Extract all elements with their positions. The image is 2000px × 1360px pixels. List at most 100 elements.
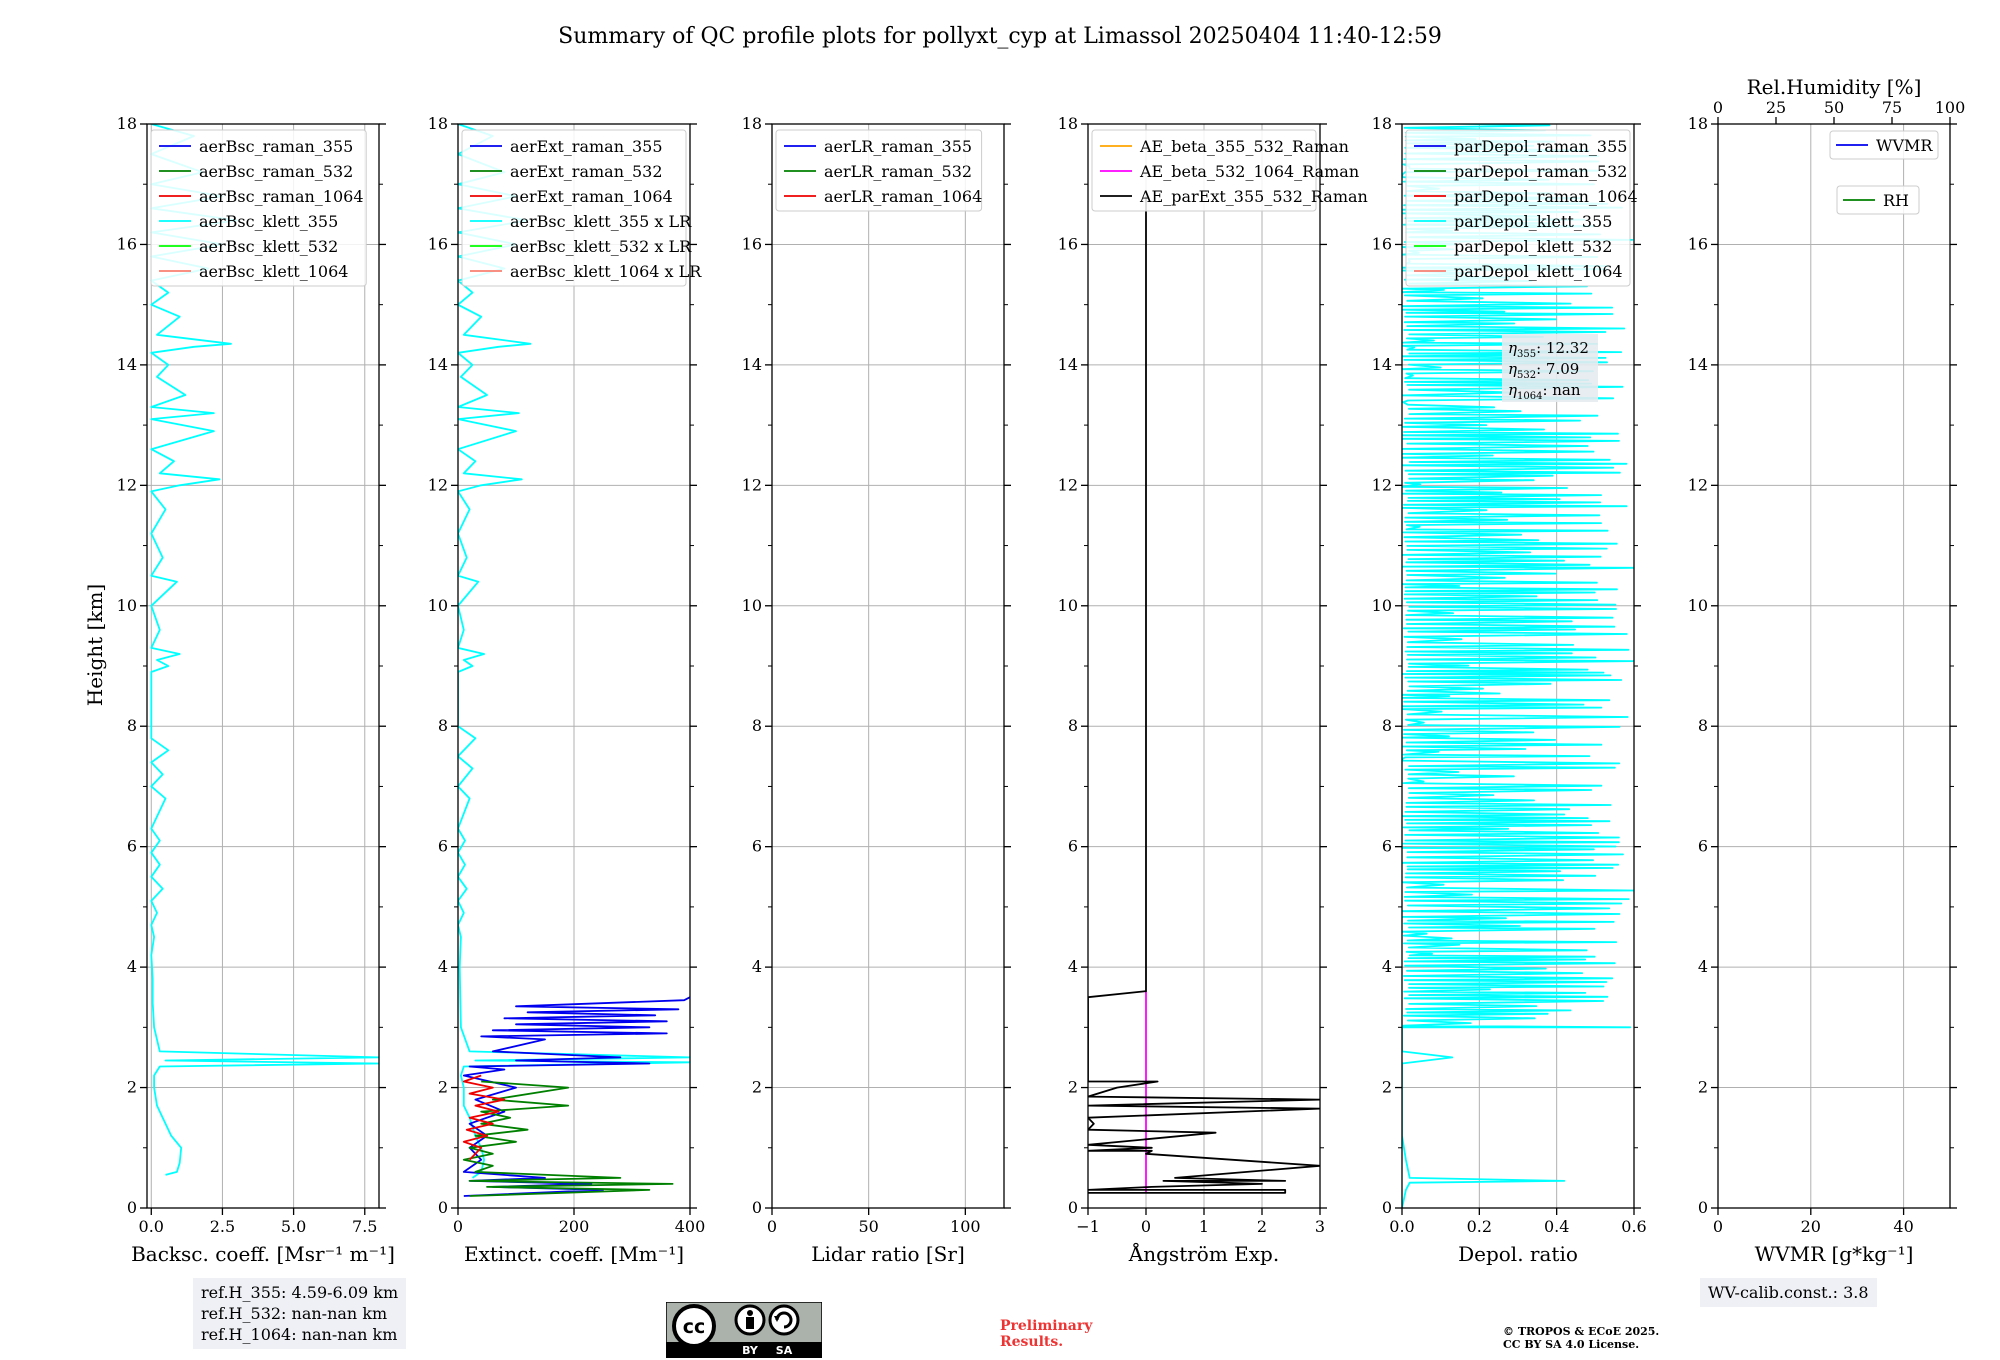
grid-wv [1717,123,1950,1209]
legend-label: RH [1883,191,1909,210]
axes-frame [146,123,380,1209]
x-tick-label: 40 [1893,1217,1913,1236]
legend-label: parDepol_raman_532 [1454,162,1627,181]
y-tick-label: 8 [1698,716,1708,735]
top-axis-label: Rel.Humidity [%] [1747,75,1922,99]
legend-label: aerBsc_klett_532 x LR [510,237,692,256]
legend-label: AE_beta_532_1064_Raman [1139,162,1359,181]
x-tick-label: −1 [1076,1217,1100,1236]
legend-label: aerLR_raman_1064 [824,187,982,206]
legend-box [775,129,983,212]
y-tick-label: 18 [1058,114,1078,133]
legend-depol: parDepol_raman_355 parDepol_raman_532 parD… [1405,129,1638,287]
y-tick-label: 6 [438,837,448,856]
y-tick-label: 0 [1068,1198,1078,1217]
axes-frame [771,123,1005,1209]
legend-bsc: aerBsc_raman_355 aerBsc_raman_532 aerBsc_r… [150,129,367,287]
y-tick-label: 18 [1688,114,1708,133]
y-tick-label: 12 [1372,475,1392,494]
legend-label: aerBsc_raman_532 [199,162,353,181]
series-bsc [150,124,379,1176]
y-tick-label: 18 [1372,114,1392,133]
legend-ae: AE_beta_355_532_Raman AE_beta_532_1064_Ra… [1091,129,1368,212]
y-tick-label: 18 [117,114,137,133]
grid-ae [1087,123,1321,1209]
eta-symbol: η [1508,360,1517,378]
legend-label: AE_beta_355_532_Raman [1139,137,1349,156]
x-tick-label: 5.0 [281,1217,306,1236]
series-line-aerExt_raman_1064 [462,1074,506,1161]
x-axis-label: Lidar ratio [Sr] [811,1242,965,1266]
eta-value: : nan [1542,381,1580,399]
legend-label: WVMR [1876,136,1933,155]
eta-symbol: η [1508,381,1517,399]
legend-label: aerBsc_klett_355 x LR [510,212,692,231]
y-tick-label: 10 [1688,596,1708,615]
legend-label: aerBsc_klett_355 [199,212,338,231]
eta-symbol: η [1508,339,1517,357]
ref-height-355: ref.H_355: 4.59-6.09 km [201,1283,399,1302]
x-tick-label: 7.5 [352,1217,377,1236]
cc-logo-text: cc [683,1316,706,1338]
reference-height-box: ref.H_355: 4.59-6.09 km ref.H_532: nan-n… [193,1278,407,1349]
copyright-line-1: © TROPOS & ECoE 2025. [1503,1325,1660,1338]
legend-label: aerLR_raman_532 [824,162,972,181]
x-tick-label: 2.5 [210,1217,235,1236]
y-tick-label: 14 [742,355,762,374]
y-tick-label: 16 [428,234,448,253]
y-tick-label: 10 [117,596,137,615]
legend-label: parDepol_raman_355 [1454,137,1627,156]
legend-label: aerBsc_raman_1064 [199,187,364,206]
wv-calibration-constant: WV-calib.const.: 3.8 [1708,1283,1869,1302]
legend-ext: aerExt_raman_355 aerExt_raman_532 aerExt_r… [461,129,702,287]
copyright-note: © TROPOS & ECoE 2025. CC BY SA 4.0 Licen… [1503,1325,1659,1351]
legend-label: aerBsc_klett_532 [199,237,338,256]
panel-bsc: 0 2 4 6 8 10 12 14 16 18 0.0 2.5 5.0 7.5 Backsc. coeff… [117,114,395,1266]
x-tick-label: 0.4 [1544,1217,1569,1236]
y-tick-label: 4 [127,957,137,976]
grid-bsc [147,123,379,1209]
eta-subscript: 532 [1517,370,1536,381]
eta-value: : 7.09 [1536,360,1579,378]
sa-icon [768,1304,800,1336]
series-ext [458,124,690,1197]
y-axis-label: Height [km] [83,584,107,706]
legend-label: parDepol_klett_355 [1454,212,1612,231]
y-tick-label: 0 [1698,1198,1708,1217]
y-tick-label: 14 [1688,355,1708,374]
top-tick-label: 0 [1713,98,1723,117]
legend-label: parDepol_klett_1064 [1454,262,1623,281]
legend-box [1405,129,1631,287]
y-tick-label: 6 [1698,837,1708,856]
y-tick-label: 18 [428,114,448,133]
x-tick-label: 0.2 [1467,1217,1492,1236]
y-tick-label: 10 [742,596,762,615]
y-tick-label: 8 [1068,716,1078,735]
y-tick-label: 2 [752,1078,762,1097]
y-tick-label: 0 [1382,1198,1392,1217]
y-tick-label: 12 [1058,475,1078,494]
y-tick-label: 4 [1698,957,1708,976]
panel-wv: 0 2 4 6 8 10 12 14 16 18 0 20 40 WVMR [g*kg⁻¹] 0 25 50 75… [1688,75,1966,1266]
y-tick-label: 0 [127,1198,137,1217]
y-tick-label: 8 [1382,716,1392,735]
top-tick-label: 50 [1824,98,1844,117]
x-tick-label: 0.0 [1389,1217,1414,1236]
sa-label: SA [776,1344,793,1357]
x-tick-label: 2 [1257,1217,1267,1236]
x-tick-label: 0.0 [139,1217,164,1236]
panel-lr: 0 2 4 6 8 10 12 14 16 18 0 50 100 Lidar ratio [Sr] aer… [742,114,1011,1266]
eta-line: η532: 7.09 [1508,360,1579,381]
y-tick-label: 12 [1688,475,1708,494]
panel-depol: 0 2 4 6 8 10 12 14 16 18 0.0 0.2 0.4 0.6 Depol. ratio p… [1372,114,1647,1266]
y-tick-label: 6 [752,837,762,856]
y-tick-label: 6 [1382,837,1392,856]
x-axis-label: WVMR [g*kg⁻¹] [1755,1242,1914,1266]
legend-label: aerBsc_klett_1064 [199,262,348,281]
legend-label: aerBsc_klett_1064 x LR [510,262,702,281]
top-tick-label: 25 [1766,98,1786,117]
legend-wv: WVMR [1829,130,1939,160]
series-line-aerBsc_klett_355 [150,124,379,1176]
